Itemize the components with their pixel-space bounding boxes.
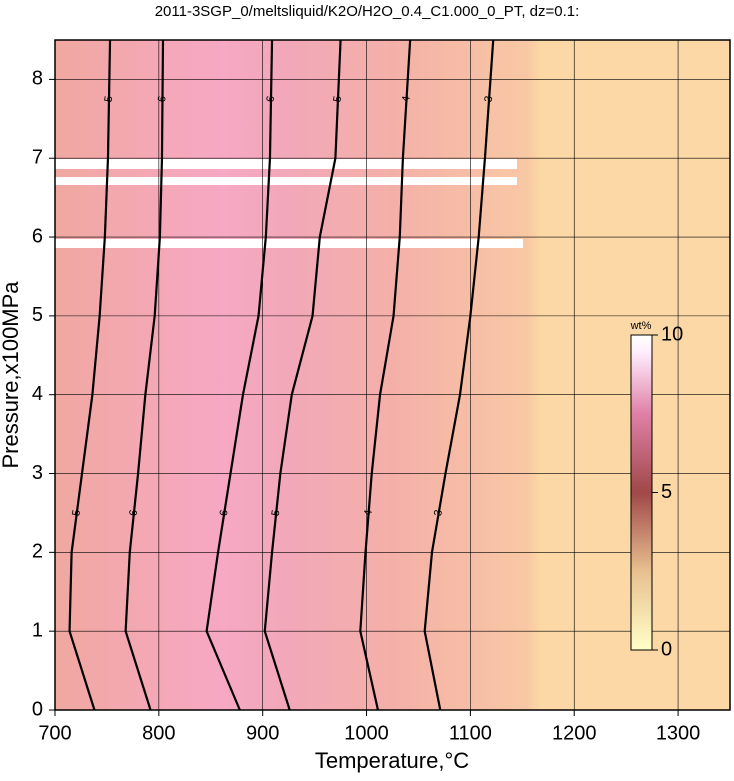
- contour-label: 4: [400, 95, 413, 103]
- colorbar-tick-label: 10: [661, 323, 683, 345]
- contour-label: 5: [102, 95, 115, 103]
- y-tick-label: 7: [32, 147, 43, 169]
- contour-label: 5: [70, 509, 83, 517]
- contour-label: 4: [362, 509, 375, 517]
- contour-label: 3: [432, 509, 445, 517]
- y-tick-label: 8: [32, 68, 43, 90]
- x-tick-label: 800: [142, 722, 175, 744]
- contour-label: 6: [127, 509, 140, 517]
- x-tick-label: 1300: [656, 722, 701, 744]
- y-tick-label: 6: [32, 225, 43, 247]
- contour-line: [263, 39, 342, 711]
- chart-title: 2011-3SGP_0/meltsliquid/K2O/H2O_0.4_C1.0…: [155, 3, 580, 20]
- plot-frame: [54, 39, 731, 711]
- gap-band: [55, 159, 517, 169]
- x-tick-label: 1100: [449, 722, 492, 744]
- contour-label: 3: [483, 95, 496, 103]
- y-tick-label: 0: [32, 698, 43, 720]
- x-axis-title: Temperature,°C: [315, 748, 469, 773]
- colorbar-label: wt%: [630, 320, 652, 332]
- gap-band: [55, 239, 523, 248]
- gap-band: [55, 177, 517, 185]
- y-tick-label: 2: [32, 541, 43, 563]
- colorbar: [630, 334, 653, 651]
- y-axis-title: Pressure,x100MPa: [0, 281, 23, 469]
- contour-line: [205, 39, 274, 711]
- contour-line: [124, 39, 165, 711]
- plot-background: [55, 40, 730, 710]
- x-tick-label: 900: [246, 722, 279, 744]
- contour-line: [68, 39, 112, 711]
- y-tick-label: 5: [32, 304, 43, 326]
- x-tick-label: 1000: [344, 722, 389, 744]
- contour-label: 6: [218, 509, 231, 517]
- colorbar-tick-label: 0: [661, 638, 672, 660]
- contour-line: [423, 39, 495, 711]
- x-tick-label: 700: [38, 722, 71, 744]
- colorbar-tick-label: 5: [661, 481, 672, 503]
- contour-label: 6: [264, 95, 277, 103]
- y-tick-label: 3: [32, 462, 43, 484]
- contour-line: [359, 39, 412, 711]
- y-tick-label: 1: [32, 619, 43, 641]
- contour-label: 5: [331, 95, 344, 103]
- x-tick-label: 1200: [552, 722, 597, 744]
- contour-label: 5: [270, 509, 283, 517]
- contour-label: 6: [156, 95, 169, 103]
- y-tick-label: 4: [32, 383, 43, 405]
